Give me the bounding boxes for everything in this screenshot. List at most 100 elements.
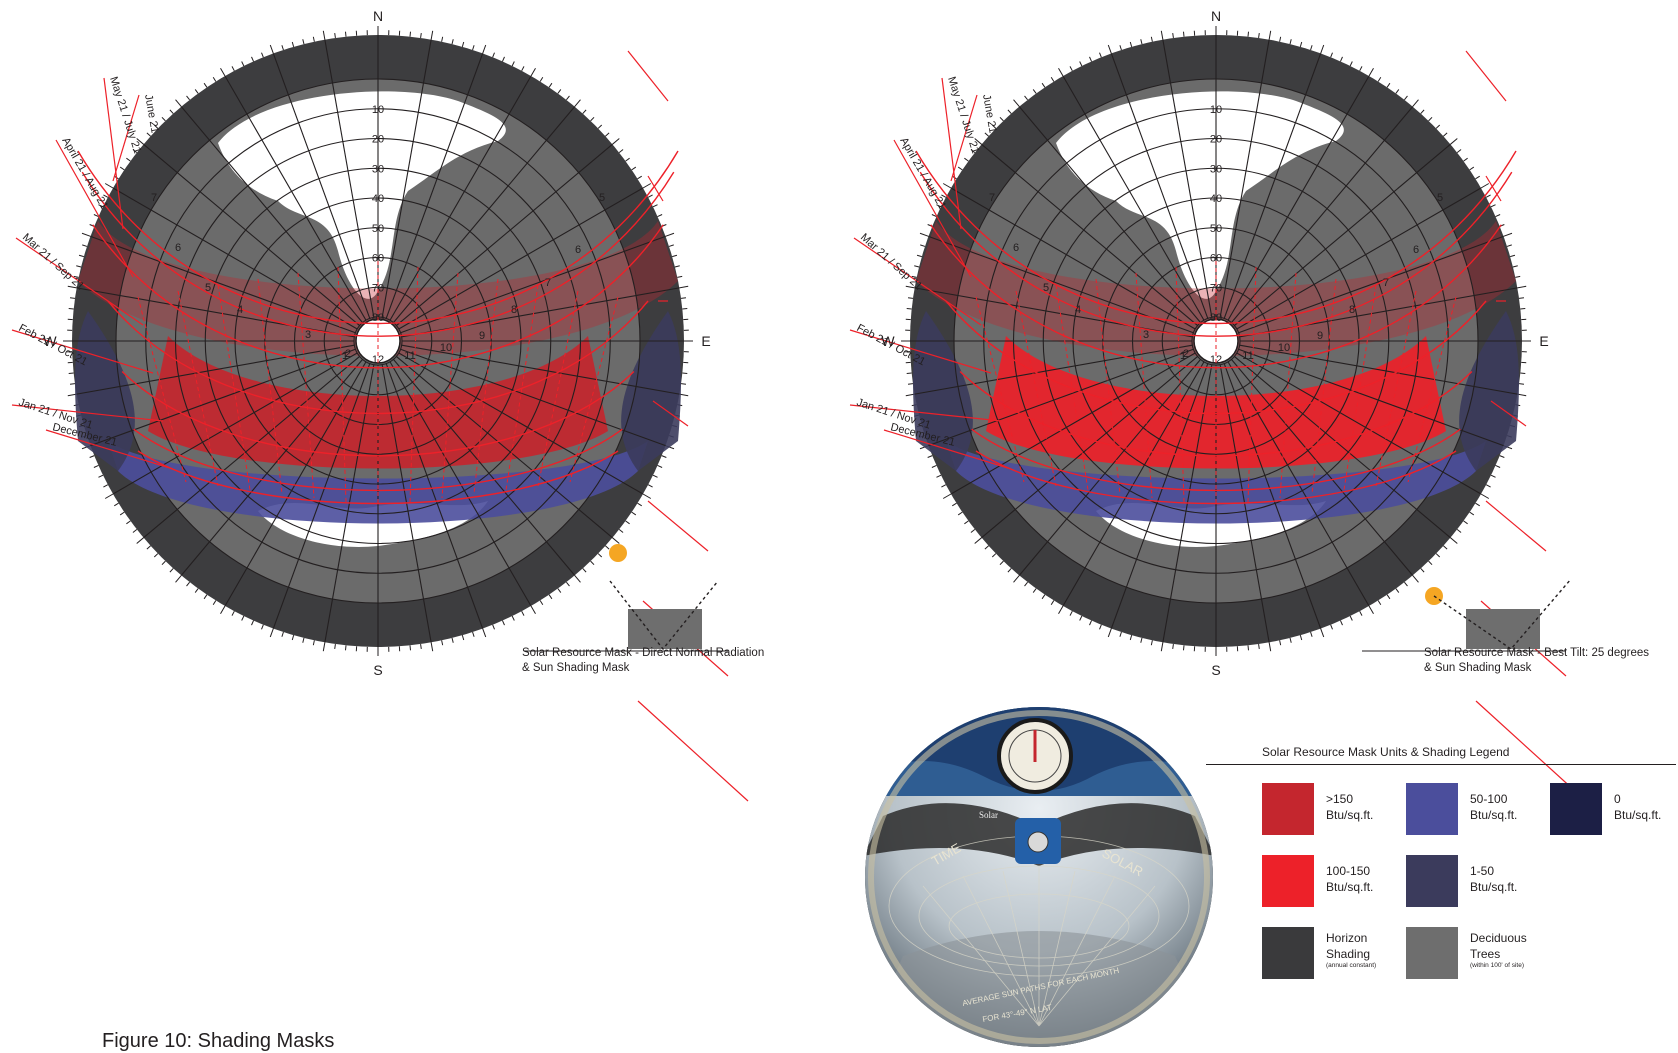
azimuth-tick — [1141, 39, 1142, 44]
legend-label-deciduous: Deciduous Trees (within 100' of site) — [1470, 930, 1527, 970]
legend-note: (within 100' of site) — [1470, 962, 1527, 970]
azimuth-tick — [462, 42, 463, 47]
azimuth-tick — [345, 32, 346, 37]
azimuth-tick — [133, 529, 137, 532]
date-label: June 21 — [142, 93, 161, 134]
azimuth-tick — [943, 184, 951, 189]
azimuth-tick — [1436, 125, 1440, 128]
azimuth-tick — [1033, 589, 1036, 593]
legend-label-line-2: Btu/sq.ft. — [1470, 879, 1517, 895]
legend-label-line-2: Btu/sq.ft. — [1326, 807, 1373, 823]
azimuth-tick — [292, 42, 293, 47]
hour-label: 11 — [1242, 350, 1253, 362]
azimuth-tick — [1413, 100, 1419, 107]
azimuth-tick — [605, 546, 609, 549]
azimuth-tick — [292, 635, 293, 640]
azimuth-tick — [1496, 215, 1501, 217]
azimuth-tick — [70, 298, 75, 299]
date-leader-line-east — [1486, 501, 1546, 551]
azimuth-tick — [681, 298, 686, 299]
azimuth-tick — [335, 644, 336, 649]
azimuth-tick — [493, 625, 495, 630]
azimuth-tick — [1014, 575, 1020, 582]
azimuth-tick — [952, 503, 956, 506]
azimuth-tick — [502, 57, 504, 62]
brand-label: Solar — [979, 810, 998, 820]
azimuth-tick — [672, 255, 677, 256]
azimuth-tick — [1443, 546, 1447, 549]
azimuth-tick — [98, 475, 102, 477]
date-leader-line-east — [648, 176, 663, 201]
azimuth-tick — [421, 644, 422, 649]
swatch-gt150 — [1262, 783, 1314, 835]
azimuth-tick — [1476, 503, 1480, 506]
swatch-0 — [1550, 783, 1602, 835]
azimuth-tick — [653, 475, 657, 477]
caption-direct-normal: Solar Resource Mask - Direct Normal Radi… — [522, 646, 764, 676]
azimuth-tick — [1025, 582, 1028, 586]
legend-label-line-1: Deciduous — [1470, 930, 1527, 946]
azimuth-tick — [105, 184, 113, 189]
azimuth-tick — [598, 554, 602, 557]
azimuth-tick — [1042, 595, 1045, 599]
azimuth-tick — [928, 456, 933, 458]
caption-line-1: Solar Resource Mask - Direct Normal Radi… — [522, 646, 764, 661]
azimuth-tick — [1042, 83, 1045, 87]
compass-west: W — [43, 333, 57, 349]
azimuth-tick — [675, 266, 680, 267]
azimuth-tick — [1108, 45, 1111, 53]
azimuth-tick — [270, 629, 273, 637]
azimuth-tick — [462, 635, 463, 640]
azimuth-tick — [917, 255, 922, 256]
azimuth-tick — [958, 512, 962, 515]
azimuth-tick — [1360, 611, 1362, 615]
legend-label-line-1: >150 — [1326, 791, 1373, 807]
hour-label: 5 — [599, 192, 605, 204]
azimuth-tick — [1396, 589, 1399, 593]
legend-label-line-1: 0 — [1614, 791, 1661, 807]
azimuth-tick — [187, 96, 190, 100]
azimuth-tick — [612, 538, 619, 544]
hour-label: 7 — [151, 192, 157, 204]
azimuth-tick — [147, 546, 151, 549]
azimuth-tick — [261, 53, 263, 58]
azimuth-tick — [619, 529, 623, 532]
azimuth-tick — [452, 39, 453, 44]
azimuth-tick — [313, 37, 314, 42]
azimuth-tick — [1443, 133, 1447, 136]
altitude-label: 40 — [372, 193, 384, 205]
azimuth-tick — [662, 456, 667, 458]
azimuth-tick — [658, 215, 663, 217]
azimuth-tick — [1486, 195, 1490, 197]
azimuth-tick — [1099, 53, 1101, 58]
azimuth-tick — [920, 233, 928, 236]
legend-label-0: 0 Btu/sq.ft. — [1614, 791, 1661, 823]
legend-note: (annual constant) — [1326, 962, 1376, 970]
shading-legend: Solar Resource Mask Units & Shading Lege… — [1206, 740, 1676, 990]
compass-north: N — [373, 8, 383, 24]
panel-box — [628, 609, 702, 649]
compass-east: E — [701, 333, 710, 349]
azimuth-tick — [1130, 42, 1131, 47]
azimuth-tick — [493, 53, 495, 58]
legend-label-line-1: 1-50 — [1470, 863, 1517, 879]
azimuth-tick — [1120, 632, 1122, 637]
azimuth-tick — [76, 266, 81, 267]
azimuth-tick — [82, 245, 87, 247]
azimuth-tick — [1321, 45, 1324, 53]
date-leader-line-east — [628, 51, 668, 101]
azimuth-tick — [566, 96, 569, 100]
azimuth-tick — [591, 561, 594, 565]
azimuth-tick — [323, 642, 325, 651]
azimuth-tick — [282, 45, 284, 50]
azimuth-tick — [162, 117, 165, 121]
azimuth-tick — [512, 61, 514, 65]
azimuth-tick — [431, 642, 433, 651]
azimuth-tick — [1008, 568, 1011, 572]
azimuth-tick — [1000, 561, 1003, 565]
azimuth-tick — [442, 640, 443, 645]
legend-label-line-1: 50-100 — [1470, 791, 1517, 807]
azimuth-tick — [992, 554, 996, 557]
azimuth-tick — [522, 611, 524, 615]
